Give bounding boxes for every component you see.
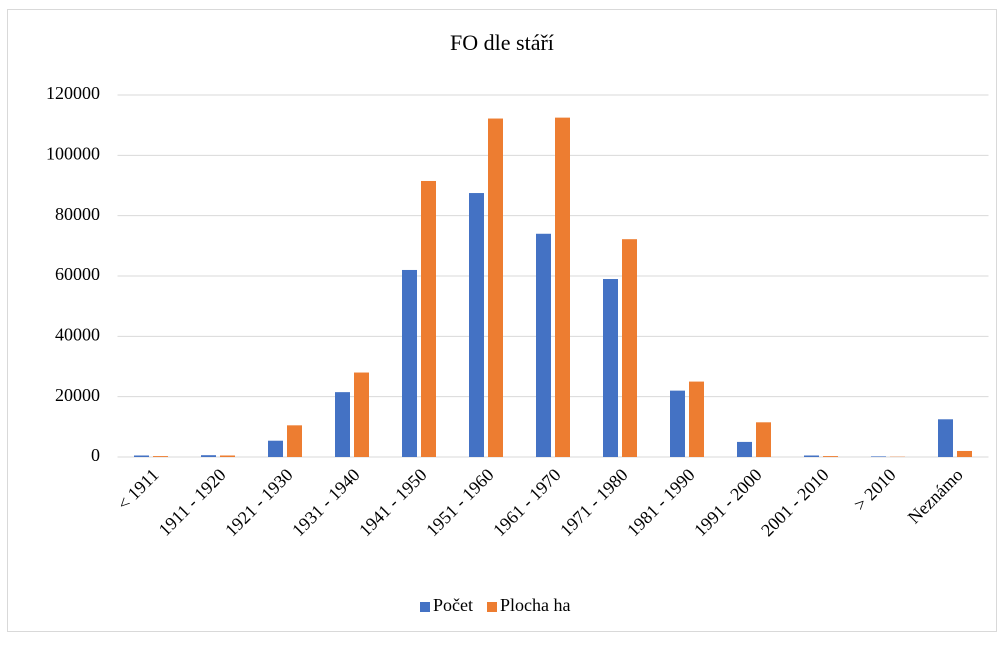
bar: [823, 456, 838, 457]
legend-label: Plocha ha: [500, 595, 570, 615]
y-tick-label: 100000: [46, 143, 100, 163]
legend-label: Počet: [433, 595, 473, 615]
bar: [153, 456, 168, 457]
y-tick-label: 0: [91, 445, 100, 465]
bar: [622, 239, 637, 457]
bar: [268, 441, 283, 457]
bar: [220, 455, 235, 457]
bar: [871, 456, 886, 457]
bar: [957, 451, 972, 457]
y-tick-label: 20000: [55, 385, 100, 405]
bar: [555, 118, 570, 457]
legend-swatch: [420, 602, 430, 612]
bar: [354, 373, 369, 457]
y-tick-label: 40000: [55, 324, 100, 344]
bar: [938, 419, 953, 457]
bar: [488, 119, 503, 457]
y-tick-label: 60000: [55, 264, 100, 284]
bar: [402, 270, 417, 457]
bar: [737, 442, 752, 457]
bar: [421, 181, 436, 457]
y-tick-label: 80000: [55, 204, 100, 224]
bar: [201, 455, 216, 457]
bar: [469, 193, 484, 457]
bar: [536, 234, 551, 457]
bar: [134, 455, 149, 457]
y-tick-label: 120000: [46, 83, 100, 103]
bar: [287, 425, 302, 457]
legend-swatch: [487, 602, 497, 612]
bar: [670, 391, 685, 457]
bar: [804, 455, 819, 457]
bar: [335, 392, 350, 457]
bar: [603, 279, 618, 457]
bar: [756, 422, 771, 457]
bar: [689, 382, 704, 457]
chart-title: FO dle stáří: [450, 30, 554, 55]
